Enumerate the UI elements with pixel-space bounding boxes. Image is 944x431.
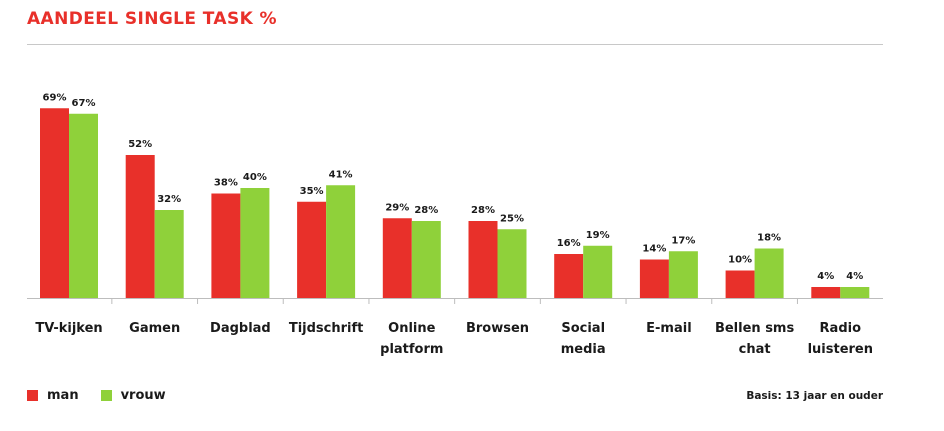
legend-item-vrouw: vrouw [100, 388, 166, 403]
data-label-man-4: 29% [385, 202, 409, 213]
category-label-4-1: platform [380, 342, 443, 357]
basis-note: Basis: 13 jaar en ouder [746, 390, 883, 402]
category-label-2-0: Dagblad [210, 321, 271, 336]
bar-man-7 [639, 259, 669, 298]
bar-man-3 [297, 201, 327, 298]
bar-vrouw-3 [326, 185, 356, 298]
data-label-man-6: 16% [557, 238, 581, 249]
category-label-4-0: Online [388, 321, 435, 336]
data-label-vrouw-1: 32% [157, 194, 181, 205]
category-label-8-1: chat [739, 342, 771, 357]
bar-vrouw-1 [154, 210, 184, 298]
data-label-man-8: 10% [728, 255, 752, 266]
legend: man vrouw [27, 388, 188, 403]
data-label-vrouw-5: 25% [500, 213, 524, 224]
category-label-0-0: TV-kijken [35, 321, 102, 336]
data-label-man-0: 69% [43, 92, 67, 103]
legend-label-vrouw: vrouw [120, 388, 166, 403]
category-label-5-0: Browsen [466, 321, 529, 336]
data-label-man-9: 4% [817, 271, 834, 282]
category-label-1-0: Gamen [129, 321, 180, 336]
bar-man-8 [725, 270, 755, 298]
legend-swatch-man [27, 390, 38, 401]
data-label-vrouw-6: 19% [586, 230, 610, 241]
title-divider [27, 44, 883, 45]
bar-man-4 [382, 218, 412, 298]
category-label-9-1: luisteren [808, 342, 873, 357]
bar-vrouw-6 [583, 245, 613, 298]
data-label-vrouw-3: 41% [329, 169, 353, 180]
legend-item-man: man [27, 388, 79, 403]
bar-vrouw-9 [840, 287, 870, 298]
bar-man-9 [811, 287, 841, 298]
data-label-vrouw-0: 67% [72, 98, 96, 109]
legend-label-man: man [47, 388, 79, 403]
data-label-man-7: 14% [642, 244, 666, 255]
category-label-9-0: Radio [820, 321, 862, 336]
data-label-man-3: 35% [300, 186, 324, 197]
bar-man-2 [211, 193, 241, 298]
category-label-3-0: Tijdschrift [289, 321, 364, 336]
data-label-vrouw-2: 40% [243, 172, 267, 183]
category-label-6-1: media [561, 342, 606, 357]
data-label-vrouw-7: 17% [671, 235, 695, 246]
bar-vrouw-7 [668, 251, 698, 298]
bar-vrouw-2 [240, 188, 270, 298]
bar-vrouw-8 [754, 248, 784, 298]
category-label-7-0: E-mail [646, 321, 692, 336]
legend-swatch-vrouw [100, 390, 112, 401]
data-label-vrouw-8: 18% [757, 233, 781, 244]
category-label-8-0: Bellen sms [715, 321, 795, 336]
bar-vrouw-4 [411, 221, 441, 298]
bar-vrouw-5 [497, 229, 527, 298]
data-label-vrouw-4: 28% [414, 205, 438, 216]
category-label-6-0: Social [561, 321, 605, 336]
data-label-vrouw-9: 4% [846, 271, 863, 282]
bar-man-0 [40, 108, 69, 298]
bar-man-5 [468, 221, 498, 298]
chart-title: AANDEEL SINGLE TASK % [27, 9, 277, 29]
data-label-man-5: 28% [471, 205, 495, 216]
data-label-man-1: 52% [128, 139, 152, 150]
bar-vrouw-0 [69, 113, 98, 298]
data-label-man-2: 38% [214, 178, 238, 189]
bar-man-6 [554, 254, 584, 298]
bar-man-1 [125, 155, 155, 298]
